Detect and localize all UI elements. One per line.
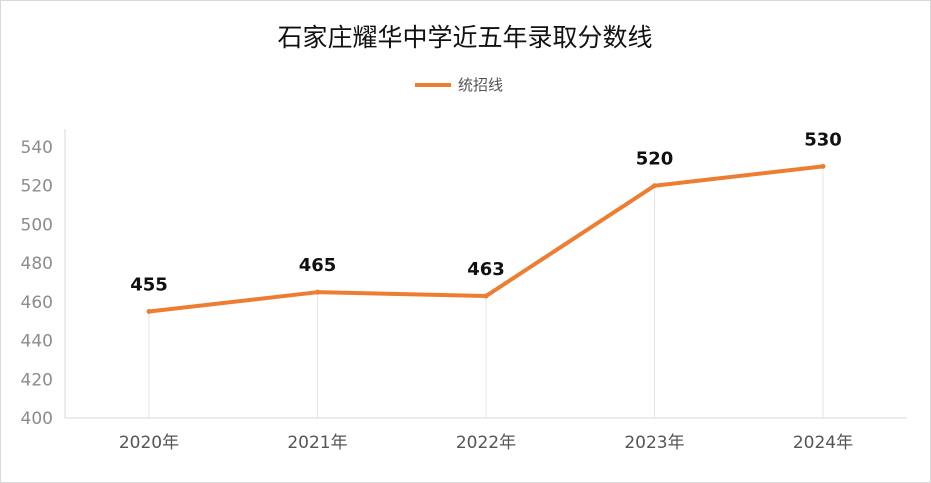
data-point: [146, 309, 152, 315]
series-tongzhaoxian: [146, 163, 826, 315]
x-tick-label: 2022年: [456, 433, 516, 453]
y-tick-label: 460: [21, 293, 53, 313]
x-axis: 2020年 2021年 2022年 2023年 2024年: [119, 433, 853, 453]
data-label: 530: [804, 129, 842, 150]
x-tick-label: 2024年: [793, 433, 853, 453]
data-point: [483, 293, 489, 299]
y-tick-label: 540: [21, 138, 53, 158]
chart-title: 石家庄耀华中学近五年录取分数线: [277, 23, 652, 52]
x-tick-label: 2021年: [287, 433, 347, 453]
data-label: 465: [299, 255, 337, 276]
data-point: [820, 163, 826, 169]
y-tick-label: 480: [21, 254, 53, 274]
x-tick-label: 2020年: [119, 433, 179, 453]
data-labels: 455 465 463 520 530: [130, 129, 842, 295]
y-tick-label: 520: [21, 177, 53, 197]
data-point: [652, 183, 657, 189]
x-tick-label: 2023年: [624, 433, 684, 453]
data-label: 463: [467, 259, 505, 280]
y-axis: 400 420 440 460 480 500 520 540: [21, 138, 53, 429]
y-tick-label: 420: [21, 370, 53, 390]
data-point: [315, 289, 320, 295]
y-tick-label: 400: [21, 409, 53, 429]
data-label: 455: [130, 275, 168, 296]
legend-label-tongzhaoxian: 统招线: [458, 76, 503, 94]
data-label: 520: [636, 149, 674, 170]
drop-lines: [148, 166, 824, 418]
series-line-tongzhaoxian: [147, 164, 825, 314]
y-tick-label: 500: [21, 215, 53, 235]
legend: 统招线: [415, 76, 503, 94]
y-tick-label: 440: [21, 332, 53, 352]
